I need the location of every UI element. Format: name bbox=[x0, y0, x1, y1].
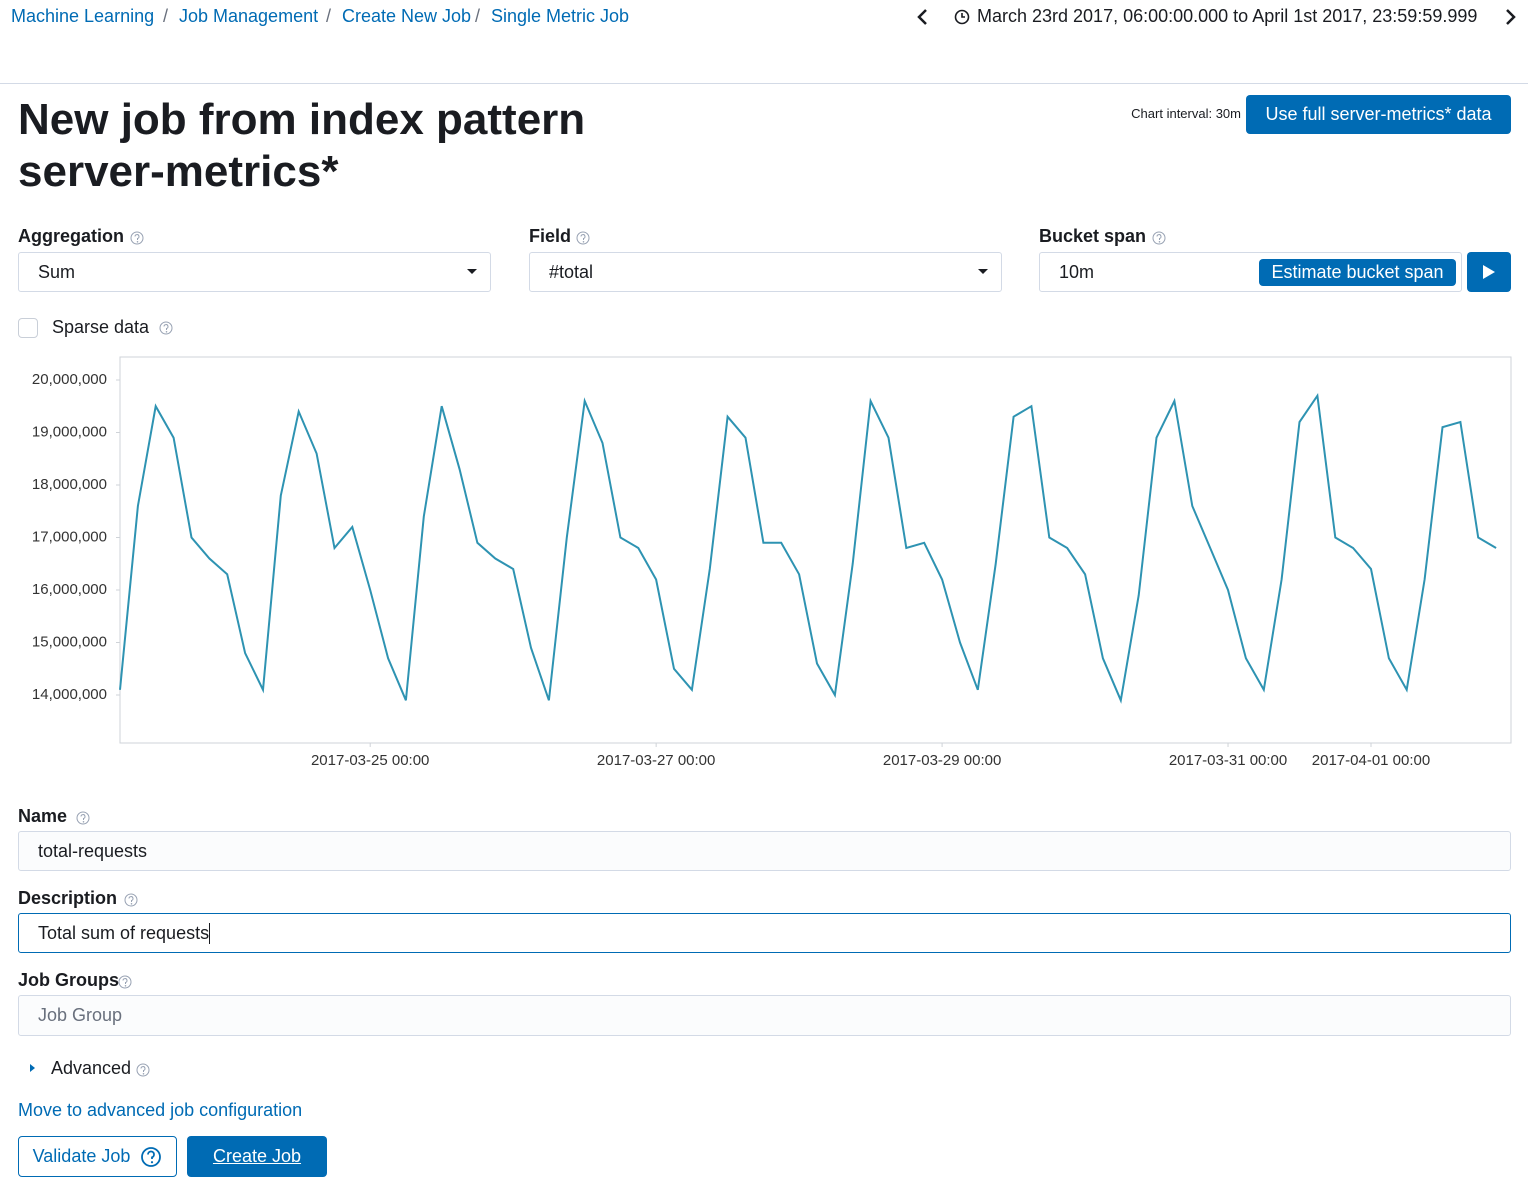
aggregation-select[interactable]: Sum bbox=[18, 252, 491, 292]
x-tick-label: 2017-04-01 00:00 bbox=[1312, 752, 1430, 769]
help-icon bbox=[141, 1146, 162, 1167]
estimate-button[interactable]: Estimate bucket span bbox=[1259, 259, 1456, 286]
aggregation-label: Aggregation bbox=[18, 226, 124, 246]
time-range[interactable]: March 23rd 2017, 06:00:00.000 to April 1… bbox=[977, 6, 1478, 26]
breadcrumb[interactable]: Machine Learning bbox=[11, 6, 155, 26]
y-tick-label: 16,000,000 bbox=[32, 581, 107, 598]
dropdown-caret bbox=[467, 269, 477, 274]
full-data-button[interactable]: Use full server-metrics* data bbox=[1246, 95, 1511, 134]
page-title: New job from index pattern server-metric… bbox=[18, 95, 586, 196]
x-tick-label: 2017-03-29 00:00 bbox=[883, 752, 1001, 769]
breadcrumb[interactable]: Job Management bbox=[179, 6, 319, 26]
y-tick-label: 17,000,000 bbox=[32, 528, 107, 545]
plot-frame bbox=[119, 356, 1512, 744]
input-value: Total sum of requests bbox=[38, 922, 211, 944]
help-icon[interactable] bbox=[1152, 231, 1166, 245]
separator: / bbox=[475, 6, 481, 26]
expand-caret[interactable] bbox=[29, 1063, 37, 1073]
separator: / bbox=[326, 6, 332, 26]
chart: 14,000,000 15,000,000 16,000,000 17,000,000… bbox=[32, 356, 1512, 769]
input-value: total-requests bbox=[38, 840, 148, 861]
help-icon[interactable] bbox=[118, 975, 132, 989]
breadcrumb[interactable]: Create New Job bbox=[342, 6, 472, 26]
validate-button[interactable]: Validate Job bbox=[18, 1136, 177, 1177]
y-tick-label: 15,000,000 bbox=[32, 633, 107, 650]
name-label: Name bbox=[18, 806, 68, 826]
description-input[interactable]: Total sum of requests bbox=[18, 913, 1511, 953]
data-line bbox=[119, 392, 1497, 704]
help-icon[interactable] bbox=[159, 321, 173, 335]
play-icon bbox=[1483, 265, 1495, 279]
description-label: Description bbox=[18, 888, 118, 908]
x-tick-label: 2017-03-27 00:00 bbox=[597, 752, 715, 769]
next-arrow[interactable] bbox=[1503, 8, 1519, 26]
sparse-checkbox[interactable] bbox=[18, 318, 38, 338]
breadcrumb[interactable]: Single Metric Job bbox=[491, 6, 630, 26]
job-groups-label: Job Groups bbox=[18, 970, 120, 990]
field-select[interactable]: #total bbox=[529, 252, 1002, 292]
field-label: Field bbox=[529, 226, 572, 246]
y-tick-label: 19,000,000 bbox=[32, 423, 107, 440]
sparse-label[interactable]: Sparse data bbox=[52, 317, 150, 337]
divider bbox=[0, 83, 1528, 84]
x-tick-label: 2017-03-25 00:00 bbox=[311, 752, 429, 769]
bucket-span-label: Bucket span bbox=[1039, 226, 1147, 246]
y-tick-label: 18,000,000 bbox=[32, 476, 107, 493]
help-icon[interactable] bbox=[124, 893, 138, 907]
advanced-toggle[interactable]: Advanced bbox=[51, 1058, 132, 1078]
clock-icon bbox=[954, 9, 970, 25]
input-value: 10m bbox=[1059, 261, 1095, 282]
name-input[interactable]: total-requests bbox=[18, 831, 1511, 871]
advanced-link[interactable]: Move to advanced job configuration bbox=[18, 1100, 303, 1120]
y-tick-label: 14,000,000 bbox=[32, 686, 107, 703]
create-button[interactable]: Create Job bbox=[187, 1136, 327, 1177]
y-tick-label: 20,000,000 bbox=[32, 371, 107, 388]
help-icon[interactable] bbox=[136, 1063, 150, 1077]
help-icon[interactable] bbox=[130, 231, 144, 245]
x-tick-label: 2017-03-31 00:00 bbox=[1169, 752, 1287, 769]
select-value: Sum bbox=[38, 261, 76, 282]
separator: / bbox=[163, 6, 169, 26]
prev-arrow[interactable] bbox=[914, 8, 930, 26]
help-icon[interactable] bbox=[576, 231, 590, 245]
placeholder: Job Group bbox=[38, 1005, 123, 1025]
job-groups-input[interactable]: Job Group bbox=[18, 995, 1511, 1036]
dropdown-caret bbox=[978, 269, 988, 274]
help-icon[interactable] bbox=[76, 811, 90, 825]
button-text: Validate Job bbox=[32, 1146, 131, 1166]
play-button[interactable] bbox=[1467, 252, 1511, 292]
chart-interval: Chart interval: 30m bbox=[1131, 106, 1241, 121]
select-value: #total bbox=[549, 261, 594, 282]
